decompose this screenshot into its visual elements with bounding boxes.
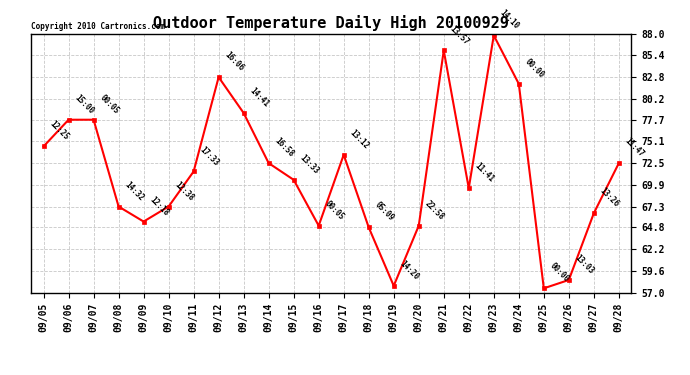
Text: Copyright 2010 Cartronics.com: Copyright 2010 Cartronics.com xyxy=(31,22,165,31)
Text: 14:32: 14:32 xyxy=(123,180,146,203)
Text: 13:12: 13:12 xyxy=(348,128,371,151)
Text: 12:25: 12:25 xyxy=(48,120,70,142)
Text: 17:33: 17:33 xyxy=(198,145,221,167)
Text: 00:00: 00:00 xyxy=(548,261,571,284)
Text: 13:03: 13:03 xyxy=(573,253,595,276)
Text: 13:26: 13:26 xyxy=(598,186,621,209)
Text: 13:57: 13:57 xyxy=(448,24,471,46)
Text: 13:33: 13:33 xyxy=(298,153,321,176)
Text: 00:05: 00:05 xyxy=(323,199,346,222)
Text: 14:41: 14:41 xyxy=(248,86,270,109)
Text: 22:58: 22:58 xyxy=(423,199,446,222)
Text: 00:00: 00:00 xyxy=(523,57,546,80)
Title: Outdoor Temperature Daily High 20100929: Outdoor Temperature Daily High 20100929 xyxy=(153,15,509,31)
Text: 11:41: 11:41 xyxy=(473,161,495,184)
Text: 16:06: 16:06 xyxy=(223,50,246,73)
Text: 11:47: 11:47 xyxy=(623,136,646,159)
Text: 12:38: 12:38 xyxy=(172,180,195,203)
Text: 14:20: 14:20 xyxy=(398,259,421,282)
Text: 14:10: 14:10 xyxy=(498,9,521,31)
Text: 16:58: 16:58 xyxy=(273,136,295,159)
Text: 05:09: 05:09 xyxy=(373,201,395,223)
Text: 15:00: 15:00 xyxy=(72,93,95,116)
Text: 12:18: 12:18 xyxy=(148,195,170,217)
Text: 00:05: 00:05 xyxy=(98,93,121,116)
